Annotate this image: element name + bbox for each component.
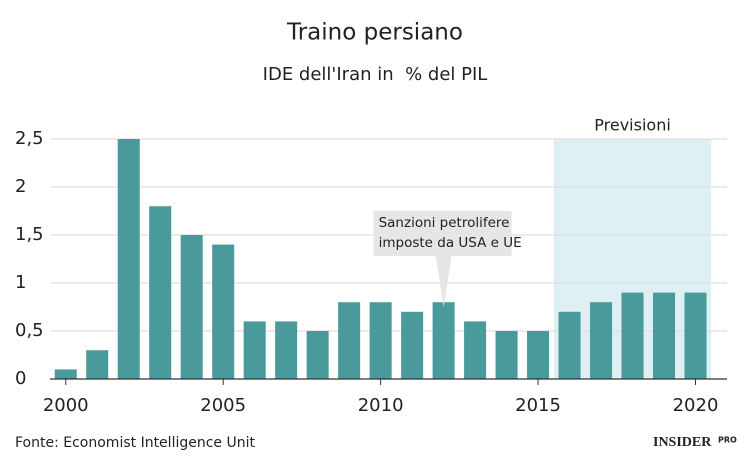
chart-title: Traino persiano: [286, 20, 463, 46]
logo-sub: PRO: [718, 436, 737, 445]
bar: [180, 235, 203, 379]
bar: [306, 331, 329, 379]
bar: [243, 321, 266, 379]
source: Fonte: Economist Intelligence Unit: [15, 435, 255, 451]
callout-text: Sanzioni petrolifere: [379, 215, 510, 231]
y-tick-label: 1: [15, 272, 26, 293]
chart-subtitle: IDE dell'Iran in % del PIL: [263, 64, 488, 85]
forecast-label: Previsioni: [594, 116, 671, 135]
x-tick-label: 2010: [358, 395, 404, 416]
bar: [54, 369, 77, 379]
bar: [401, 311, 424, 379]
callout-text: imposte da USA e UE: [379, 235, 522, 251]
y-tick-label: 0,5: [15, 320, 44, 341]
y-tick-label: 2,5: [15, 128, 44, 149]
bar: [684, 292, 707, 379]
x-tick-label: 2000: [43, 395, 89, 416]
x-tick-label: 2015: [515, 395, 561, 416]
bar: [621, 292, 644, 379]
bar: [275, 321, 298, 379]
bar: [432, 302, 455, 379]
bar: [590, 302, 613, 379]
bar: [86, 350, 109, 379]
bar: [117, 139, 140, 379]
y-tick-label: 1,5: [15, 224, 44, 245]
bar: [527, 331, 550, 379]
bar: [558, 311, 581, 379]
bar: [149, 206, 172, 379]
bar: [338, 302, 361, 379]
bar: [653, 292, 676, 379]
bar: [495, 331, 518, 379]
bar: [369, 302, 392, 379]
bar: [212, 244, 235, 379]
callout-box: [373, 211, 512, 256]
y-tick-label: 2: [15, 176, 26, 197]
x-tick-label: 2020: [673, 395, 719, 416]
y-tick-label: 0: [15, 368, 26, 389]
callout-pointer: [435, 256, 452, 307]
x-tick-label: 2005: [200, 395, 246, 416]
bar: [464, 321, 487, 379]
logo: INSIDER: [653, 435, 712, 450]
